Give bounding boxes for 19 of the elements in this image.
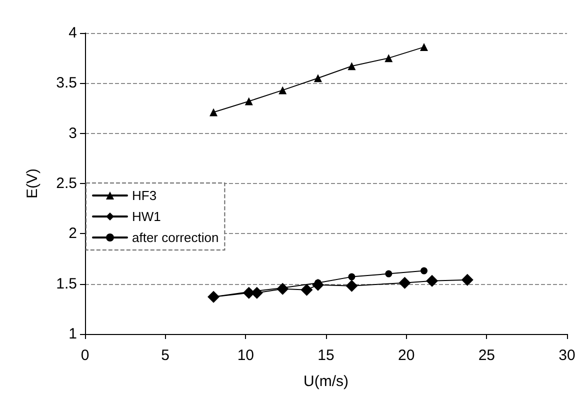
- legend-label: after correction: [132, 230, 219, 245]
- x-tick-label: 30: [558, 347, 576, 364]
- legend-label: HF3: [132, 188, 157, 203]
- x-tick-label: 0: [80, 347, 90, 364]
- y-tick-label: 3: [68, 124, 77, 142]
- y-axis-title: E(V): [24, 168, 41, 198]
- x-tick-label: 20: [398, 347, 415, 364]
- x-tick-label: 10: [237, 347, 254, 364]
- y-tick-label: 3.5: [56, 74, 77, 92]
- x-tick-label: 25: [478, 347, 496, 364]
- y-tick-label: 1.5: [56, 275, 77, 292]
- x-axis-title: U(m/s): [304, 373, 348, 390]
- x-tick-label: 5: [161, 347, 170, 364]
- y-tick-label: 1: [68, 326, 77, 342]
- y-tick-label: 2.5: [56, 175, 77, 192]
- y-tick-label: 4: [68, 24, 77, 42]
- x-tick-label: 15: [318, 347, 334, 364]
- legend-label: HW1: [132, 209, 161, 224]
- y-tick-label: 2: [68, 225, 77, 242]
